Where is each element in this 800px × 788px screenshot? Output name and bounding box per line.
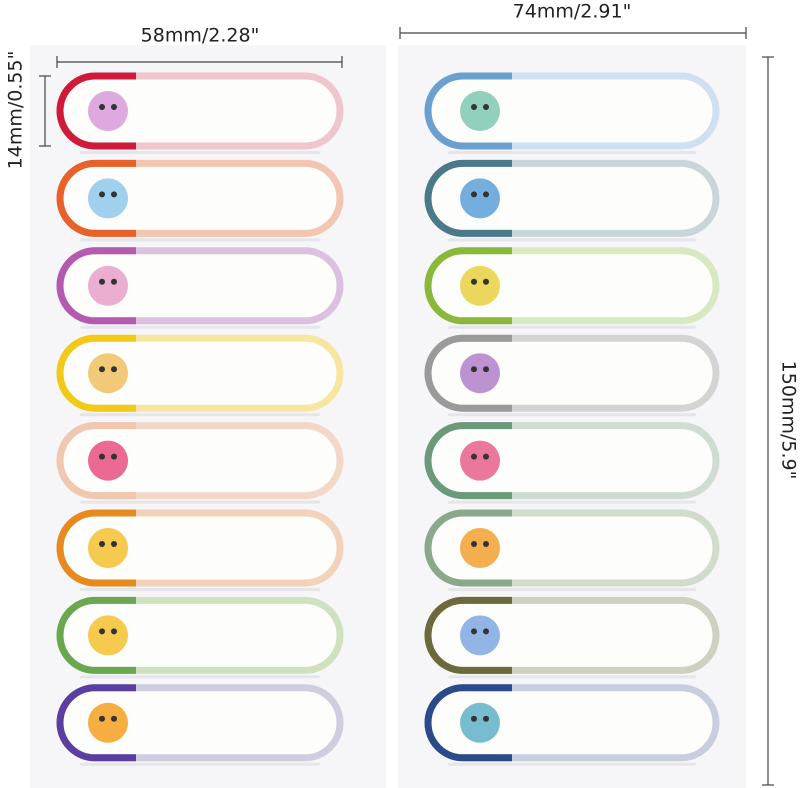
label-shadow [80, 238, 320, 242]
label-icon-detail [483, 715, 489, 722]
label-shadow [448, 500, 696, 504]
label-icon [460, 265, 500, 306]
label-height-label: 14mm/0.55" [5, 51, 27, 170]
label-accent [56, 334, 136, 412]
label-icon [88, 528, 128, 568]
label-icon-detail [483, 453, 489, 460]
label-icon-detail [111, 191, 117, 198]
label-icon-detail [483, 628, 489, 635]
label-accent [424, 422, 512, 500]
label-accent [424, 684, 512, 762]
label-icon-detail [99, 628, 105, 635]
label-accent [56, 509, 136, 587]
label-accent [424, 247, 512, 325]
right-width-label: 74mm/2.91" [513, 1, 632, 23]
label-icon-detail [99, 191, 105, 198]
label-accent [56, 72, 136, 150]
label-icon-detail [99, 104, 105, 110]
label-shadow [80, 151, 320, 154]
label-accent [424, 159, 512, 237]
label-icon-detail [471, 104, 477, 110]
label-icon-detail [99, 278, 105, 285]
label-icon-detail [471, 191, 477, 198]
label-icon-detail [483, 366, 489, 373]
label-icon-detail [99, 366, 105, 373]
label-icon-detail [471, 453, 477, 460]
label-shadow [448, 238, 696, 242]
label-icon [460, 440, 500, 481]
label-accent [56, 684, 136, 762]
label-icon-detail [99, 453, 105, 460]
label-accent [424, 596, 512, 674]
label-icon [88, 702, 128, 743]
label-icon-detail [111, 366, 117, 373]
label-icon [460, 178, 500, 219]
label-icon-detail [111, 278, 117, 285]
label-shadow [448, 762, 696, 766]
label-icon [460, 91, 500, 131]
label-icon-detail [111, 628, 117, 635]
label-icon-detail [111, 104, 117, 110]
label-accent [424, 334, 512, 412]
label-icon [460, 615, 500, 656]
label-icon-detail [111, 541, 117, 547]
label-icon [88, 265, 128, 306]
label-shadow [448, 588, 696, 591]
label-shadow [80, 500, 320, 504]
label-accent [56, 422, 136, 500]
label-shadow [448, 325, 696, 329]
label-icon-detail [471, 366, 477, 373]
label-icon-detail [111, 453, 117, 460]
label-shadow [80, 675, 320, 679]
label-icon [460, 353, 500, 394]
sheet-height-label: 150mm/5.9" [778, 361, 800, 480]
label-icon-detail [483, 191, 489, 198]
left-width-label: 58mm/2.28" [141, 25, 260, 47]
label-shadow [80, 413, 320, 417]
label-accent [424, 72, 512, 150]
label-shadow [448, 151, 696, 154]
label-icon-detail [483, 278, 489, 285]
label-icon-detail [483, 104, 489, 110]
label-icon-detail [111, 715, 117, 722]
label-icon-detail [99, 715, 105, 722]
label-icon [88, 91, 128, 131]
label-shadow [80, 325, 320, 329]
label-shadow [448, 413, 696, 417]
label-shadow [80, 588, 320, 591]
label-icon-detail [99, 541, 105, 547]
label-accent [56, 596, 136, 674]
label-icon-detail [471, 278, 477, 285]
label-icon-detail [471, 541, 477, 547]
label-icon [460, 702, 500, 743]
label-icon-detail [471, 628, 477, 635]
label-accent [56, 247, 136, 325]
label-accent [424, 509, 512, 587]
label-shadow [80, 762, 320, 766]
label-icon [88, 440, 128, 481]
label-icon-detail [471, 715, 477, 722]
label-shadow [448, 675, 696, 679]
label-accent [56, 159, 136, 237]
label-icon [88, 178, 128, 219]
label-icon [460, 528, 500, 568]
label-icon [88, 615, 128, 656]
label-icon [88, 353, 128, 394]
label-icon-detail [483, 541, 489, 547]
